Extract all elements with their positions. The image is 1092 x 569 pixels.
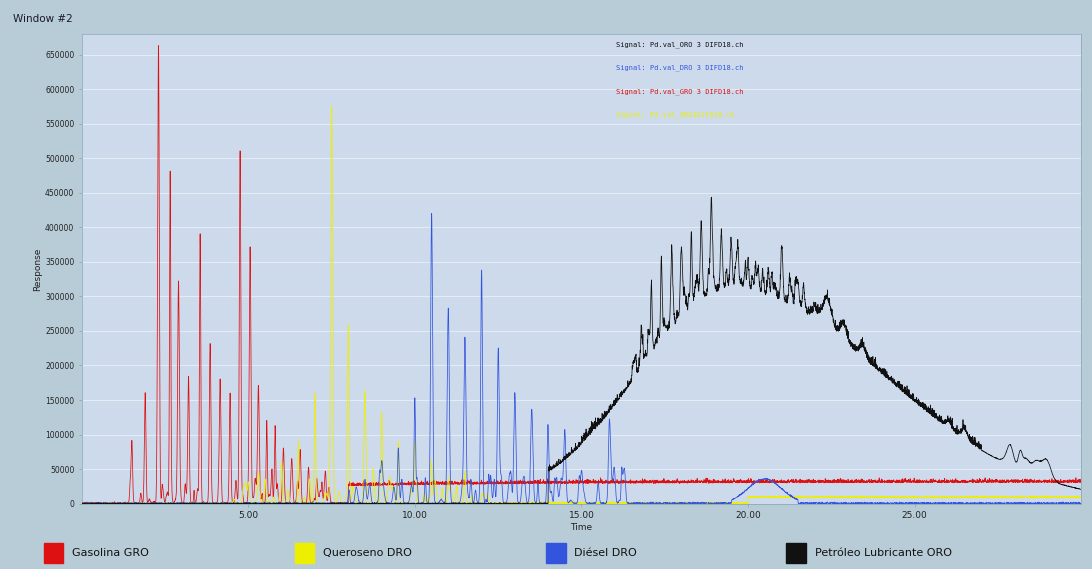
Text: Queroseno DRO: Queroseno DRO [323, 548, 412, 558]
X-axis label: Time: Time [570, 523, 593, 532]
Text: Window #2: Window #2 [13, 14, 73, 24]
Text: Petróleo Lubricante ORO: Petróleo Lubricante ORO [815, 548, 951, 558]
Text: Signal: Pd.val_ORO 3 DIFD18.ch: Signal: Pd.val_ORO 3 DIFD18.ch [617, 41, 744, 48]
Text: Signal: Pd.val_DRO 3 DIFD18.ch: Signal: Pd.val_DRO 3 DIFD18.ch [617, 65, 744, 71]
Text: Gasolina GRO: Gasolina GRO [72, 548, 149, 558]
Text: Signal: Pd.val_ORO3DIFD18.ch: Signal: Pd.val_ORO3DIFD18.ch [617, 112, 735, 118]
Text: Signal: Pd.val_GRO 3 DIFD18.ch: Signal: Pd.val_GRO 3 DIFD18.ch [617, 88, 744, 95]
Text: Diésel DRO: Diésel DRO [574, 548, 637, 558]
Y-axis label: Response: Response [33, 247, 43, 291]
